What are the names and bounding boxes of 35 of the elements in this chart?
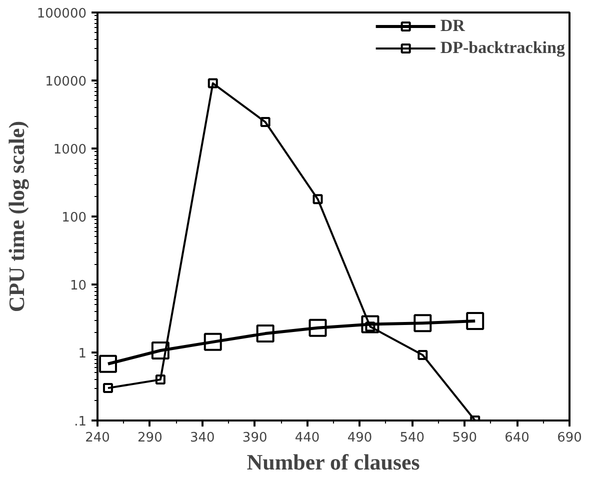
x-tick-label: 440: [294, 430, 320, 446]
y-tick-label: 1000: [53, 142, 87, 158]
x-tick-label: 690: [557, 430, 582, 446]
x-tick-label: 540: [400, 430, 425, 446]
point: [312, 194, 323, 204]
x-tick-label: 640: [504, 430, 530, 446]
x-tick-label: 240: [85, 430, 110, 446]
point: [361, 315, 380, 334]
point: [204, 332, 222, 351]
x-axis-title: Number of clauses: [246, 450, 420, 474]
point: [102, 383, 113, 394]
y-tick-label: .1: [74, 414, 87, 430]
point: [414, 314, 432, 332]
y-tick-label: 100000: [36, 6, 87, 22]
point: [260, 117, 270, 128]
y-tick-label: 10000: [45, 74, 87, 90]
point: [466, 312, 484, 330]
y-axis-title: CPU time (log scale): [4, 120, 29, 312]
x-tick-label: 390: [242, 430, 268, 446]
y-tick-label: 1: [78, 346, 87, 362]
y-tick-label: 10: [70, 278, 87, 294]
point: [208, 78, 218, 88]
x-tick-label: 590: [452, 430, 478, 446]
point: [98, 354, 117, 373]
legend-label: DR: [440, 16, 465, 36]
x-tick-label: 490: [347, 430, 372, 446]
x-tick-label: 340: [190, 430, 215, 446]
point: [308, 318, 327, 337]
y-tick-label: 100: [62, 210, 87, 226]
point: [155, 374, 166, 385]
x-tick-label: 290: [138, 430, 162, 446]
point: [256, 324, 274, 343]
point: [151, 342, 170, 360]
legend-label: DP-backtracking: [440, 38, 565, 58]
point: [418, 350, 428, 360]
